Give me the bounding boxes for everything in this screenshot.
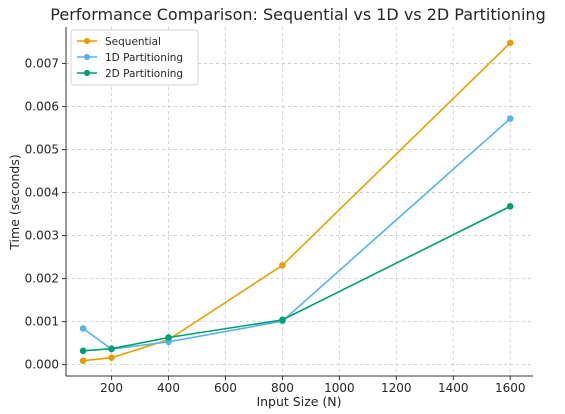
legend-label-1d-partitioning: 1D Partitioning <box>105 52 183 64</box>
y-tick-label: 0.002 <box>25 272 59 286</box>
legend-marker-1d-partitioning <box>83 53 91 61</box>
data-point-sequential <box>506 39 514 47</box>
x-tick-label: 1200 <box>381 381 412 395</box>
data-point-2d-partitioning <box>165 334 172 341</box>
x-tick-label: 400 <box>157 381 180 395</box>
y-tick-label: 0.007 <box>25 57 59 71</box>
data-point-2d-partitioning <box>79 347 87 355</box>
legend-marker-sequential <box>83 37 91 45</box>
series-line-1d-partitioning <box>82 118 511 350</box>
legend: Sequential 1D Partitioning 2D Partitioning <box>70 29 199 86</box>
series-2d-partitioning <box>79 203 514 355</box>
x-tick-label: 800 <box>271 381 294 395</box>
data-point-1d-partitioning <box>79 325 87 332</box>
data-point-1d-partitioning <box>506 115 514 122</box>
x-tick-label: 200 <box>100 381 123 395</box>
y-tick-label: 0.005 <box>25 143 59 157</box>
x-tick-label: 1000 <box>324 381 355 395</box>
data-point-2d-partitioning <box>506 203 514 210</box>
data-point-sequential <box>108 354 115 362</box>
y-tick-label: 0.003 <box>25 229 59 243</box>
y-tick-label: 0.004 <box>25 186 59 200</box>
legend-label-2d-partitioning: 2D Partitioning <box>105 68 183 80</box>
x-tick-label: 1400 <box>438 381 469 395</box>
x-tick-label: 600 <box>214 381 237 395</box>
x-axis-label: Input Size (N) <box>256 394 341 409</box>
data-point-sequential <box>79 357 87 365</box>
data-point-sequential <box>279 261 286 269</box>
x-tick-label: 1600 <box>495 381 526 395</box>
y-tick-label: 0.001 <box>25 315 59 329</box>
legend-label-sequential: Sequential <box>105 36 161 48</box>
series-sequential <box>79 39 514 365</box>
legend-box <box>70 29 199 86</box>
y-tick-label: 0.000 <box>25 358 59 372</box>
data-point-2d-partitioning <box>108 345 115 352</box>
series-group <box>79 39 514 365</box>
y-axis-label: Time (seconds) <box>7 154 22 250</box>
chart-title: Performance Comparison: Sequential vs 1D… <box>50 5 545 24</box>
data-point-2d-partitioning <box>279 316 286 324</box>
axes: 200 400 600 800 1000 1200 1400 1600 0.000 0.001 0.… <box>25 27 533 395</box>
y-tick-label: 0.006 <box>25 100 59 114</box>
legend-marker-2d-partitioning <box>83 69 91 77</box>
series-1d-partitioning <box>79 115 514 353</box>
